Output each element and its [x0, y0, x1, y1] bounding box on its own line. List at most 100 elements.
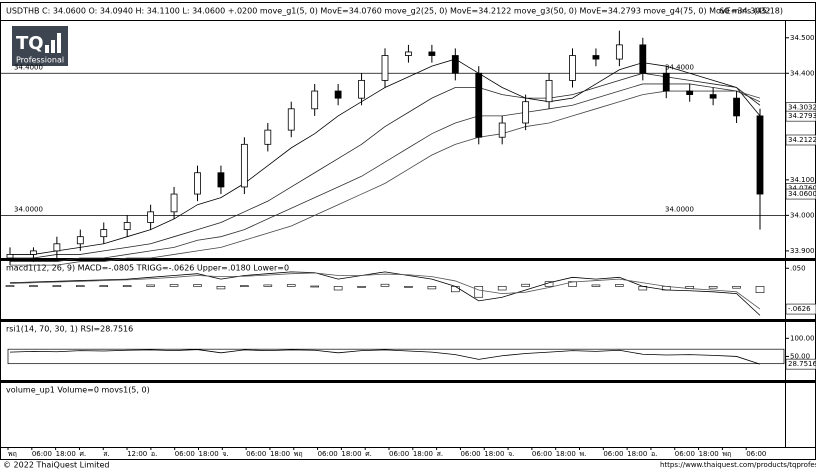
y-tick-label: 34.100: [790, 176, 815, 184]
logo-bar: [51, 40, 55, 53]
candle-body: [170, 193, 178, 213]
histogram-bar: [29, 285, 38, 287]
time-label: พฤ: [722, 450, 731, 458]
candle-body: [428, 51, 436, 56]
time-label: 06:00: [746, 450, 766, 458]
last-value-label: 34.0600: [788, 190, 816, 198]
candle-body: [264, 129, 272, 145]
candle-body: [545, 79, 553, 103]
candle-body: [569, 55, 576, 81]
candle-body: [756, 115, 764, 195]
candle-body: [498, 122, 506, 138]
logo-tagline: Professional: [16, 56, 64, 65]
candle-body: [686, 90, 694, 95]
histogram-bar: [591, 284, 601, 287]
histogram-bar: [357, 286, 366, 288]
candle-body: [475, 72, 483, 138]
time-label: 06:00: [460, 450, 480, 458]
time-label: 18:00: [413, 450, 433, 458]
last-value-label: 34.2793: [788, 112, 816, 120]
histogram-bar: [427, 286, 437, 290]
time-label: 18:00: [484, 450, 504, 458]
candle-body: [639, 44, 647, 74]
histogram-bar: [5, 285, 15, 287]
time-label: 12:00: [127, 450, 147, 458]
time-label: 06:00: [32, 450, 52, 458]
histogram-bar: [122, 285, 132, 287]
indicator-line: [9, 271, 761, 316]
rsi-band: [7, 348, 785, 365]
y-tick-label: 100.00: [790, 334, 815, 342]
last-value-box: [785, 110, 816, 122]
level-label: 34.0000: [14, 205, 43, 213]
candle-body: [30, 250, 37, 255]
indicator-line: [10, 90, 761, 266]
time-label: 06:00: [675, 450, 695, 458]
y-tick-label: 34.400: [790, 69, 815, 77]
histogram-bar: [193, 284, 202, 287]
last-value-box: [785, 188, 816, 200]
last-value-box: [785, 303, 816, 315]
histogram-bar: [76, 285, 85, 287]
panel-title: rsi1(14, 70, 30, 1) RSI=28.7516: [6, 325, 133, 334]
histogram-bar: [521, 283, 530, 287]
time-label: 18:00: [56, 450, 76, 458]
histogram-bar: [451, 286, 460, 293]
histogram-bar: [380, 283, 390, 287]
candle-body: [662, 72, 670, 92]
candle-body: [405, 51, 412, 56]
last-value-label: -.0626: [788, 305, 811, 313]
header-title: USDTHB C: 34.0600 O: 34.0940 H: 34.1100 …: [6, 7, 770, 16]
time-label: 06:00: [603, 450, 623, 458]
time-label: 06:00: [532, 450, 552, 458]
level-label: 34.4000: [665, 63, 694, 71]
time-label: 06:00: [246, 450, 266, 458]
time-label: พ.: [580, 450, 587, 458]
indicator-line: [10, 72, 761, 259]
histogram-bar: [169, 284, 179, 287]
time-label: อ.: [151, 450, 157, 458]
candle-body: [240, 143, 248, 188]
candle-body: [311, 90, 319, 110]
logo: TQ Professional: [12, 26, 68, 66]
candle-body: [334, 90, 342, 99]
time-label: 18:00: [627, 450, 647, 458]
time-label: พฤ: [294, 450, 303, 458]
indicator-line: [10, 58, 761, 255]
histogram-bar: [497, 286, 507, 291]
candle-body: [147, 211, 155, 223]
y-tick-label: 33.900: [790, 247, 815, 255]
y-tick-label: 34.000: [790, 211, 815, 219]
panel-divider: [0, 380, 816, 383]
copyright: © 2022 ThaiQuest Limited: [3, 461, 110, 470]
logo-bar: [45, 45, 49, 53]
histogram-bar: [240, 285, 249, 287]
time-label: ส.: [103, 450, 110, 458]
time-label: อ.: [651, 450, 657, 458]
candle-body: [287, 108, 295, 131]
time-label: 18:00: [556, 450, 576, 458]
url: https://www.thaiquest.com/products/tqpro…: [660, 461, 816, 469]
last-value-label: 34.3032: [788, 104, 816, 112]
candle-body: [615, 44, 623, 60]
panel-title: macd1(12, 26, 9) MACD=-.0805 TRIGG=-.062…: [6, 264, 289, 273]
level-label: 34.4000: [14, 63, 43, 71]
candle-body: [451, 55, 459, 74]
histogram-bar: [755, 286, 765, 293]
histogram-bar: [333, 286, 343, 291]
y-tick-label: 50.00: [790, 352, 810, 360]
candle-body: [709, 94, 717, 99]
time-label: ศ.: [365, 450, 372, 458]
indicator-line: [9, 272, 761, 310]
indicator-line: [9, 349, 761, 365]
last-value-box: [785, 358, 816, 370]
y-tick-label: 34.500: [790, 34, 815, 42]
indicator-line: [10, 83, 761, 262]
time-label: 06:00: [318, 450, 338, 458]
time-label: 06:00: [175, 450, 195, 458]
histogram-bar: [615, 284, 624, 287]
histogram-bar: [146, 284, 155, 287]
time-label: พฤ: [8, 450, 17, 458]
time-label: ส.: [437, 450, 444, 458]
histogram-bar: [708, 286, 718, 289]
